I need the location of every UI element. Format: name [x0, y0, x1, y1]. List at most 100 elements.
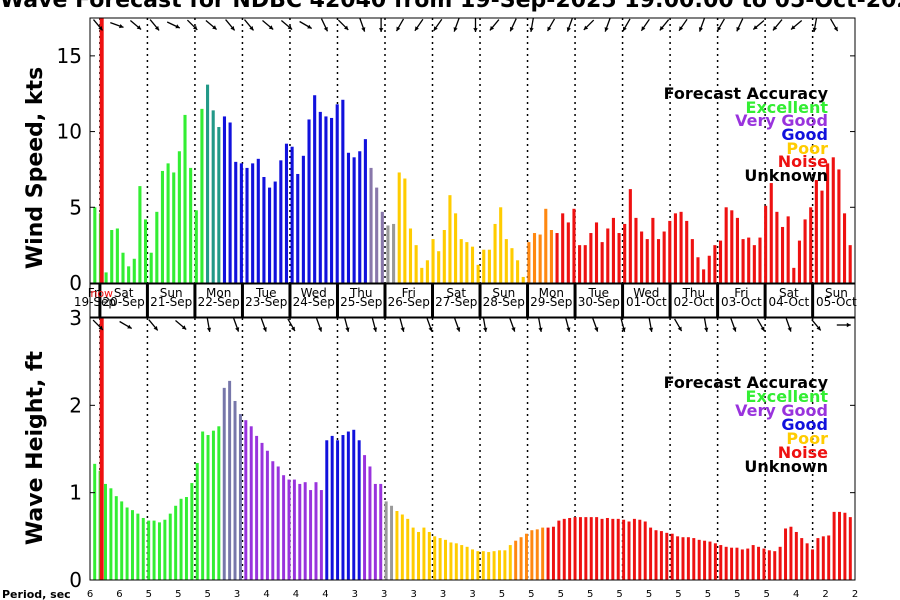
wave-bar	[778, 546, 782, 580]
wave-plot-frame	[89, 317, 856, 581]
wind-bar	[752, 245, 756, 283]
wind-arrow-head	[753, 25, 758, 30]
wind-direction-arrow	[166, 21, 181, 29]
wind-ytick-label: 5	[69, 195, 82, 219]
wind-bar	[110, 230, 114, 283]
wave-arrow-head	[538, 327, 543, 332]
wave-bar	[260, 442, 264, 580]
wave-bar	[141, 517, 145, 580]
wind-bar	[239, 163, 243, 283]
wave-direction-arrow	[148, 319, 159, 331]
wave-bar	[811, 549, 815, 580]
wind-bar	[228, 122, 232, 284]
period-value: 4	[322, 589, 328, 600]
period-value: 3	[469, 589, 475, 600]
wind-arrow-head	[307, 24, 312, 29]
wave-direction-arrow	[482, 317, 488, 333]
wind-arrow-head	[175, 24, 180, 29]
wave-height-panel: Wave Height, ft 0 1 2 3 Forecast Accuracy E…	[23, 306, 856, 592]
wave-bar	[228, 380, 232, 580]
wave-bar	[438, 538, 442, 580]
wind-bar	[842, 213, 847, 283]
wave-bar	[465, 546, 469, 580]
now-label: now	[90, 287, 113, 300]
wave-y-axis-label: Wave Height, ft	[23, 350, 48, 545]
day-name-label: Sun	[160, 286, 183, 300]
wave-direction-arrow	[756, 318, 765, 332]
wind-arrow-head	[604, 27, 609, 32]
wind-direction-arrow	[414, 18, 424, 32]
wave-arrow-head	[153, 326, 158, 331]
wind-bar	[256, 158, 260, 283]
wind-arrow-head	[119, 24, 124, 29]
period-value: 6	[87, 589, 93, 600]
date-band-separator	[335, 284, 339, 317]
day-name-label: Fri	[734, 286, 748, 300]
wind-direction-arrow	[473, 18, 478, 32]
wave-bar	[411, 527, 415, 580]
wave-bar	[827, 535, 831, 580]
date-band-separator	[383, 284, 387, 317]
wind-bar	[363, 139, 367, 283]
wave-bar	[303, 482, 307, 580]
wave-bar	[265, 450, 269, 580]
wind-bar	[572, 208, 576, 283]
wave-bar	[681, 537, 685, 580]
wave-direction-arrow	[233, 318, 240, 332]
date-label: 25-Sep	[340, 295, 382, 309]
date-band-separator	[145, 284, 149, 317]
wind-bar	[177, 151, 181, 283]
wind-bar	[611, 217, 615, 283]
date-band-separator	[431, 284, 435, 317]
wave-bar	[573, 517, 577, 580]
wind-bar	[392, 223, 396, 283]
wave-bar	[514, 540, 518, 580]
date-band-separator	[240, 284, 244, 317]
wind-arrow-head	[323, 26, 328, 32]
wind-y-axis-label: Wind Speed, kts	[23, 67, 48, 269]
wind-bar	[702, 269, 706, 283]
wave-arrow-head	[98, 325, 103, 330]
wind-bar	[397, 172, 401, 283]
wind-bar	[127, 266, 131, 283]
wave-arrow-head	[787, 327, 792, 332]
wave-bar	[498, 550, 501, 580]
wave-arrow-head	[291, 326, 295, 332]
period-value: 2	[822, 589, 828, 600]
wave-direction-arrow	[344, 318, 350, 332]
wind-bar	[797, 240, 801, 283]
wave-direction-arrow	[703, 317, 709, 333]
wave-bar	[487, 552, 491, 580]
wave-bar	[503, 550, 507, 580]
wind-arrow-head	[98, 26, 103, 31]
wave-bar	[255, 435, 259, 580]
wave-direction-arrow	[371, 318, 378, 332]
wave-bar	[492, 551, 496, 580]
wind-bar	[425, 260, 429, 283]
wave-legend-title: Forecast Accuracy	[664, 373, 829, 392]
wave-bar	[708, 541, 712, 580]
wind-direction-arrow	[830, 18, 839, 32]
period-value: 4	[793, 589, 799, 600]
wave-bar	[157, 522, 161, 580]
wave-bar	[611, 518, 615, 580]
wind-direction-arrow	[698, 18, 706, 32]
wind-bar	[606, 228, 610, 283]
wave-bar	[449, 542, 453, 580]
wave-bar	[206, 435, 210, 580]
wind-bar	[149, 252, 153, 283]
wave-bar	[217, 426, 221, 580]
wave-bar	[816, 538, 820, 580]
date-label: 02-Oct	[673, 295, 714, 309]
wind-arrow-head	[529, 27, 534, 32]
wave-bar	[557, 520, 561, 580]
wave-bar	[163, 519, 167, 580]
wind-bar	[758, 237, 762, 283]
wind-bar	[160, 170, 165, 283]
date-band-separator	[573, 284, 577, 317]
wind-bar	[324, 116, 328, 284]
wave-bar	[730, 547, 734, 580]
wind-bar	[273, 181, 277, 283]
wave-direction-arrow	[811, 319, 822, 331]
